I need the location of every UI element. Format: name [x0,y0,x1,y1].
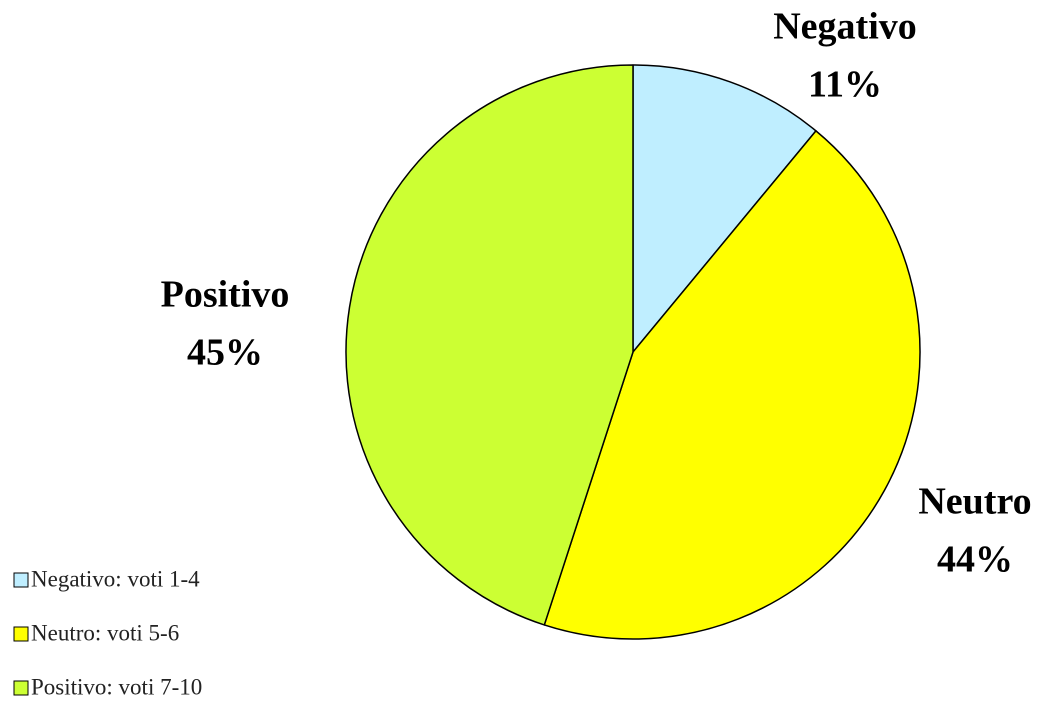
slice-name: Positivo [161,274,290,316]
slice-name: Negativo [773,6,917,48]
legend-swatch [13,626,29,642]
legend-label: Positivo: voti 7-10 [31,674,202,699]
slice-value: 11% [808,64,882,106]
legend-label: Negativo: voti 1-4 [31,566,200,591]
pie-slice [543,130,921,640]
slice-value: 44% [937,539,1013,581]
slice-name: Neutro [918,481,1031,523]
pie-slice [632,64,817,353]
slice-value: 45% [187,332,263,374]
legend-swatch [13,680,29,696]
pie-slice [345,64,634,626]
legend-swatch [13,572,29,588]
legend-label: Neutro: voti 5-6 [31,620,179,645]
